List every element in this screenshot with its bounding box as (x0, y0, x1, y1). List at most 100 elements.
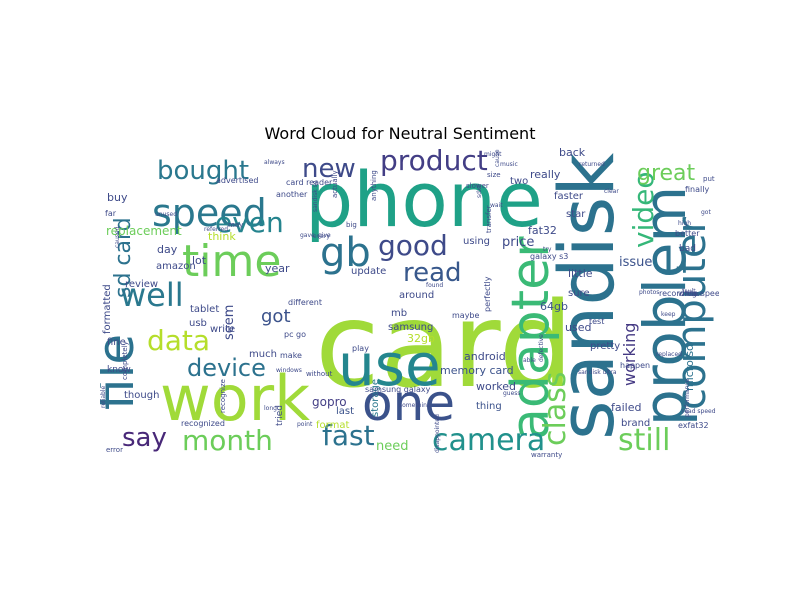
word-format: format (316, 420, 349, 431)
word-storage: storage (370, 379, 381, 417)
word-class: class (538, 372, 573, 446)
word-found: found (426, 282, 443, 289)
word-gave: gave (300, 232, 315, 239)
word-card-reader: card reader (286, 178, 333, 187)
word-usb: usb (189, 318, 207, 329)
word-sandisk-ultra: sandisk ultra (578, 369, 617, 376)
word-tried: tried (275, 405, 285, 426)
word-finally: finally (685, 185, 709, 194)
word-big: big (346, 221, 357, 229)
word-say: say (122, 423, 167, 453)
word-gopro: gopro (312, 395, 347, 409)
word-price: price (502, 235, 534, 250)
word-samsung-galaxy: samsung galaxy (365, 385, 431, 394)
word-mb: mb (391, 308, 407, 319)
word-error: error (106, 446, 123, 454)
word-use: use (338, 331, 441, 399)
word-little: little (568, 267, 593, 280)
word-cloud-panel: card phone sandisk work use problem adapter one… (100, 148, 719, 462)
word-windows: windows (276, 367, 302, 374)
word-last: last (336, 406, 354, 417)
word-may: may (228, 221, 243, 229)
word-thing: thing (476, 401, 502, 412)
word-cloud: card phone sandisk work use problem adapter one… (100, 148, 719, 459)
word-another: another (276, 190, 308, 199)
word-sandisk-sd: sandisk sd (312, 180, 319, 212)
word-returned: returned (579, 161, 605, 168)
word-still: still (618, 423, 670, 458)
word-great: great (637, 161, 696, 186)
word-slower: slower (466, 182, 489, 190)
word-lot: lot (192, 254, 207, 267)
word-really: really (530, 168, 561, 181)
word-better: better (675, 229, 700, 238)
word-problem: problem (631, 186, 699, 426)
word-music: music (500, 161, 518, 168)
word-product: product (380, 148, 488, 177)
word-new: new (302, 154, 356, 184)
word-seem: seem (222, 305, 237, 340)
word-photos: photos (639, 289, 659, 296)
word-time: time (182, 236, 281, 287)
word-size: size (487, 171, 501, 179)
word-exfat32: exfat32 (678, 421, 709, 430)
word-memory-card: memory card (440, 364, 514, 377)
word-bought: bought (157, 156, 249, 186)
word-fast: fast (322, 419, 375, 452)
word-make: make (280, 351, 302, 360)
word-performance: performance (684, 378, 691, 417)
word-brand: brand (621, 418, 650, 429)
word-fault: fault (682, 288, 696, 295)
word-caused: caused (114, 226, 121, 248)
word-got: got (261, 306, 291, 327)
word-though: though (124, 390, 159, 401)
word-long: long (264, 405, 277, 412)
word-warranty: warranty (531, 451, 562, 459)
word-guess: guess (503, 390, 521, 397)
word-card: card (315, 276, 574, 414)
word-try: try (543, 246, 552, 253)
word-every: every (313, 233, 330, 240)
word-unused: unused (155, 211, 177, 218)
word-cause: cause (494, 149, 501, 167)
word-fat32: fat32 (528, 224, 557, 237)
word-referred: referred (204, 226, 228, 233)
word-disappointed: disappointed (434, 414, 441, 453)
word-point: point (297, 421, 313, 428)
word-sure: sure (568, 288, 590, 299)
word-android: android (464, 350, 506, 363)
word-much: much (249, 349, 277, 360)
word-using: using (463, 236, 490, 247)
chart-title: Word Cloud for Neutral Sentiment (264, 124, 536, 143)
word-one: one (362, 374, 455, 432)
word-two: two (510, 176, 528, 187)
word-need: need (376, 439, 409, 454)
word-know: know (107, 365, 131, 375)
word-day: day (157, 243, 178, 256)
word-star: star (566, 209, 586, 220)
word-gb: gb (320, 230, 371, 276)
word-write: write (210, 324, 235, 335)
word-play: play (352, 344, 369, 353)
word-recognize: recognize (219, 379, 227, 413)
word-far: far (105, 209, 117, 218)
word-write-speed: write speed (678, 289, 719, 298)
word-able: able (523, 357, 536, 364)
word-anything: anything (370, 170, 378, 201)
word-fine: fine (107, 337, 126, 348)
word-defective: defective (538, 334, 545, 362)
word-completely: completely (121, 341, 129, 380)
word-replacement: replacement (106, 224, 182, 238)
word-pc: pc (284, 330, 293, 339)
word-sdxc: sdxc (476, 184, 483, 198)
word-samsung: samsung (388, 322, 433, 333)
word-sandisk: sandisk (542, 153, 631, 440)
word-computer: computer (669, 217, 715, 410)
word-issue: issue (619, 255, 652, 270)
word-high: high (678, 220, 691, 227)
word-give: give (318, 232, 331, 239)
word-work: work (160, 362, 310, 435)
word-update: update (351, 266, 386, 277)
word-pretty: pretty (590, 341, 620, 352)
